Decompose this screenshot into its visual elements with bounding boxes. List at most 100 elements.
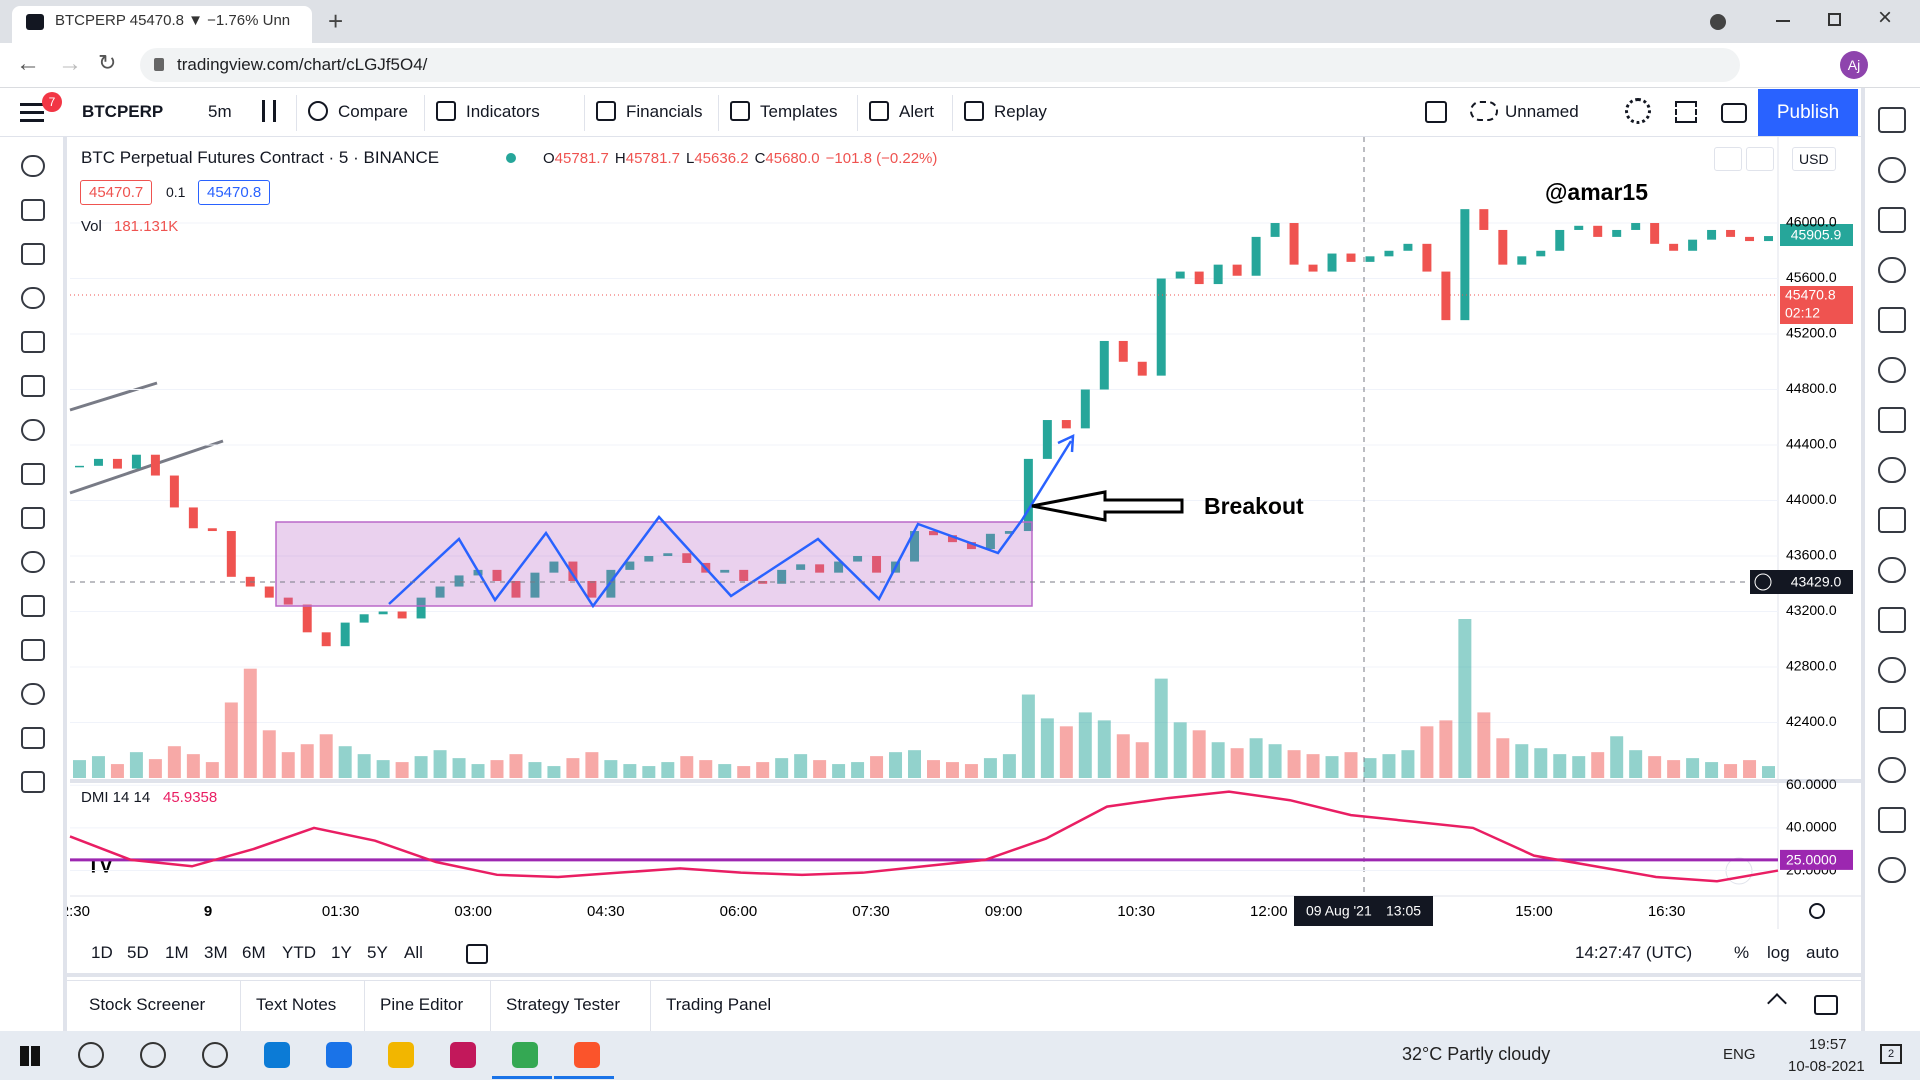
sidebar-icon[interactable]	[1878, 357, 1906, 383]
sidebar-icon[interactable]	[1878, 457, 1906, 483]
start[interactable]	[20, 1046, 40, 1066]
back[interactable]: ←	[16, 50, 40, 77]
taskbar-app[interactable]	[78, 1042, 104, 1068]
scroll-down[interactable]	[1714, 147, 1742, 171]
date-range-icon[interactable]	[466, 944, 488, 964]
range-button[interactable]: 5Y	[367, 943, 388, 962]
tool-icon[interactable]	[21, 331, 45, 353]
sidebar-icon[interactable]	[1878, 857, 1906, 883]
range-button[interactable]: YTD	[282, 943, 316, 962]
sidebar-icon[interactable]	[1878, 207, 1906, 233]
sidebar-icon[interactable]	[1878, 607, 1906, 633]
tool-icon[interactable]	[21, 375, 45, 397]
sidebar-icon[interactable]	[1878, 257, 1906, 283]
layout-name[interactable]: Unnamed	[1505, 102, 1579, 121]
sidebar-icon[interactable]	[1878, 557, 1906, 583]
scale-option[interactable]: auto	[1806, 943, 1840, 962]
tool-icon[interactable]	[21, 727, 45, 749]
menu[interactable]	[20, 103, 44, 106]
tool-icon[interactable]	[21, 507, 45, 529]
interval[interactable]: 5m	[208, 102, 232, 121]
tool-icon[interactable]	[21, 683, 45, 705]
taskbar-app[interactable]	[512, 1042, 538, 1068]
language[interactable]: ENG	[1723, 1046, 1756, 1063]
omnibox[interactable]	[140, 48, 1740, 82]
currency[interactable]: USD	[1792, 147, 1836, 171]
snapshot[interactable]	[1721, 103, 1747, 123]
toolbar-item[interactable]: Templates	[760, 102, 838, 121]
sidebar-icon[interactable]	[1878, 807, 1906, 833]
layout-toggle[interactable]	[1425, 101, 1447, 123]
bottom-tab[interactable]: Strategy Tester	[506, 995, 621, 1014]
range-button[interactable]: 1Y	[331, 943, 352, 962]
sidebar-icon[interactable]	[1878, 507, 1906, 533]
tool-icon[interactable]	[21, 419, 45, 441]
taskbar-app[interactable]	[574, 1042, 600, 1068]
toolbar-item[interactable]: Compare	[338, 102, 408, 121]
maximize-panel[interactable]	[1814, 995, 1838, 1015]
tool-icon[interactable]	[21, 551, 45, 573]
tool-icon[interactable]	[21, 463, 45, 485]
toolbar-item[interactable]: Financials	[626, 102, 703, 121]
taskbar-app[interactable]	[388, 1042, 414, 1068]
tool-icon[interactable]	[21, 199, 45, 221]
range-button[interactable]: All	[404, 943, 423, 962]
fullscreen[interactable]	[1675, 101, 1697, 123]
tool-icon[interactable]	[21, 287, 45, 309]
taskbar-app[interactable]	[450, 1042, 476, 1068]
sidebar-icon[interactable]	[1878, 107, 1906, 133]
scale-option[interactable]: log	[1767, 943, 1790, 962]
range-button[interactable]: 1D	[91, 943, 113, 962]
chart-type[interactable]	[262, 100, 276, 122]
sidebar-icon[interactable]	[1878, 307, 1906, 333]
sidebar-icon[interactable]	[1878, 707, 1906, 733]
bottom-tab[interactable]: Text Notes	[256, 995, 337, 1014]
tool-icon[interactable]	[21, 243, 45, 265]
taskbar-app[interactable]	[202, 1042, 228, 1068]
new-tab[interactable]: +	[328, 6, 344, 36]
settings[interactable]	[1625, 98, 1651, 124]
ask-box[interactable]: 45470.8	[198, 180, 271, 205]
candle	[1517, 256, 1527, 265]
range-button[interactable]: 3M	[204, 943, 228, 962]
candle	[1574, 225, 1584, 230]
tool-icon[interactable]	[21, 155, 45, 177]
scale-option[interactable]: %	[1734, 943, 1750, 962]
sidebar-icon[interactable]	[1878, 407, 1906, 433]
minimize[interactable]	[1776, 20, 1790, 22]
taskbar-app[interactable]	[326, 1042, 352, 1068]
toolbar-item[interactable]: Indicators	[466, 102, 540, 121]
tool-icon[interactable]	[21, 595, 45, 617]
symbol[interactable]: BTCPERP	[82, 102, 164, 121]
tool-icon[interactable]	[21, 771, 45, 793]
volume-bar	[452, 758, 466, 778]
range-button[interactable]: 1M	[165, 943, 189, 962]
sidebar-icon[interactable]	[1878, 657, 1906, 683]
bottom-tab[interactable]: Pine Editor	[380, 995, 464, 1014]
forward[interactable]: →	[58, 50, 82, 77]
avatar[interactable]: Aj	[1840, 51, 1868, 79]
range-button[interactable]: 6M	[242, 943, 266, 962]
range-button[interactable]: 5D	[127, 943, 149, 962]
bottom-tab[interactable]: Trading Panel	[666, 995, 772, 1014]
bid-box[interactable]: 45470.7	[80, 180, 153, 205]
tab[interactable]	[12, 6, 312, 43]
sidebar-icon[interactable]	[1878, 157, 1906, 183]
tool-icon[interactable]	[21, 639, 45, 661]
toolbar-item[interactable]: Replay	[994, 102, 1047, 121]
axis-settings[interactable]	[1809, 903, 1825, 919]
weather[interactable]: 32°C Partly cloudy	[1402, 1044, 1551, 1064]
publish-button[interactable]: Publish	[1758, 89, 1858, 136]
profile-menu[interactable]	[1710, 14, 1726, 30]
maximize[interactable]	[1828, 13, 1841, 26]
bottom-tab[interactable]: Stock Screener	[89, 995, 206, 1014]
taskbar-app[interactable]	[264, 1042, 290, 1068]
sidebar-icon[interactable]	[1878, 757, 1906, 783]
reload[interactable]: ↻	[98, 50, 117, 75]
taskbar-app[interactable]	[140, 1042, 166, 1068]
add-alert[interactable]	[1754, 573, 1772, 591]
action-center[interactable]: 2	[1880, 1044, 1902, 1064]
close[interactable]: ×	[1878, 4, 1893, 31]
reset-chart[interactable]	[1746, 147, 1774, 171]
toolbar-item[interactable]: Alert	[899, 102, 934, 121]
